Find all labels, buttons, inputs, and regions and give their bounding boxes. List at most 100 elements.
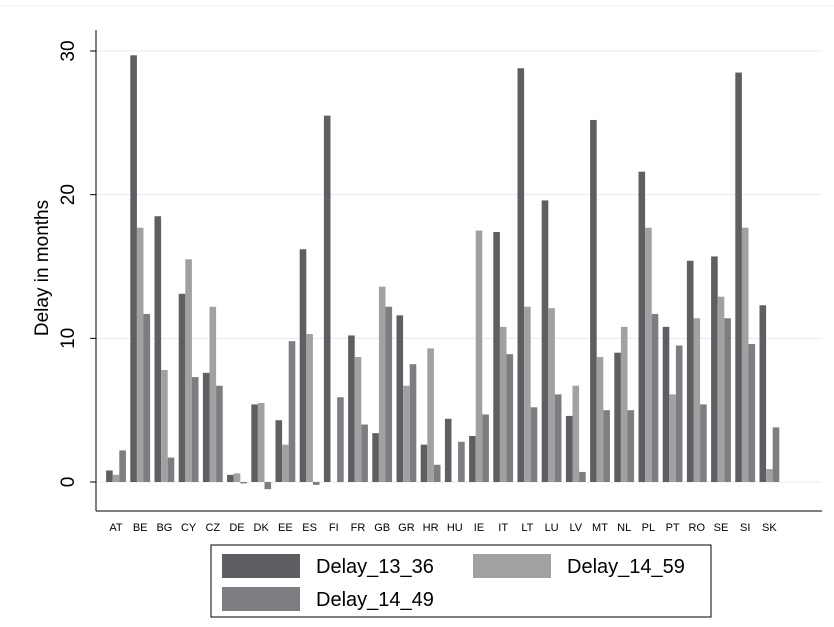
bar-delay-14-59 — [524, 306, 531, 482]
bar-delay-14-59 — [185, 259, 192, 482]
bar-delay-13-36 — [348, 335, 355, 482]
bar-delay-14-59 — [354, 357, 362, 482]
x-tick-label: HR — [423, 522, 439, 534]
bar-delay-13-36 — [106, 470, 113, 482]
x-tick-label: CY — [181, 522, 197, 534]
legend-swatch — [222, 587, 300, 611]
x-tick-label: GB — [374, 522, 390, 534]
x-tick-label: NL — [617, 522, 631, 534]
bar-delay-14-59 — [403, 385, 410, 482]
bar-delay-14-49 — [119, 450, 126, 482]
bar-delay-14-59 — [741, 227, 749, 482]
bar-delay-14-49 — [772, 427, 780, 482]
bar-delay-14-49 — [409, 364, 417, 482]
x-tick-label: FI — [329, 522, 339, 534]
bar-delay-14-59 — [233, 473, 241, 482]
bar-delay-14-59 — [209, 306, 217, 482]
legend-label: Delay_14_59 — [567, 556, 685, 578]
x-tick-label: DK — [254, 522, 270, 534]
bar-delay-14-59 — [766, 469, 773, 482]
x-tick-label: LT — [521, 522, 533, 534]
bar-delay-13-36 — [444, 418, 452, 482]
bar-delay-14-49 — [458, 441, 465, 482]
bar-delay-14-49 — [554, 394, 562, 482]
bar-delay-13-36 — [469, 436, 476, 482]
bar-delay-14-49 — [143, 313, 151, 482]
bar-delay-13-36 — [202, 372, 210, 482]
bar-layer — [106, 55, 780, 490]
y-tick-label: 0 — [58, 477, 79, 488]
bar-delay-13-36 — [130, 55, 137, 483]
x-tick-label: CZ — [205, 522, 220, 534]
x-tick-label: SK — [762, 522, 777, 534]
bar-delay-13-36 — [251, 404, 258, 482]
x-tick-label: IE — [474, 522, 484, 534]
bar-delay-14-49 — [433, 464, 441, 482]
x-tick-label: IT — [498, 522, 508, 534]
bar-delay-14-49 — [312, 482, 320, 485]
bar-delay-14-59 — [620, 326, 628, 482]
x-tick-label: HU — [447, 522, 463, 534]
bar-delay-13-36 — [614, 352, 621, 482]
x-tick-label: GR — [398, 522, 415, 534]
x-tick-label: EE — [278, 522, 293, 534]
bar-delay-14-59 — [161, 369, 168, 482]
bar-delay-14-49 — [724, 318, 731, 482]
x-tick-label: PT — [666, 522, 680, 534]
x-tick-label: LU — [545, 522, 559, 534]
bar-delay-14-59 — [112, 474, 120, 482]
bar-delay-13-36 — [372, 433, 379, 482]
bar-delay-13-36 — [299, 249, 307, 482]
x-tick-label: MT — [592, 522, 608, 534]
x-tick-label: ES — [302, 522, 317, 534]
bar-delay-14-59 — [645, 227, 652, 482]
bar-delay-13-36 — [493, 232, 500, 482]
bar-delay-13-36 — [420, 444, 428, 482]
bar-delay-14-59 — [572, 385, 580, 482]
bar-delay-14-59 — [427, 348, 434, 482]
bar-delay-13-36 — [759, 305, 767, 482]
bar-delay-14-49 — [361, 424, 368, 482]
bar-delay-14-59 — [136, 227, 144, 482]
bar-delay-14-49 — [264, 482, 272, 490]
bar-delay-14-49 — [748, 344, 756, 482]
bar-delay-14-49 — [216, 385, 223, 482]
y-tick-label: 10 — [58, 328, 79, 349]
x-tick-label: BG — [156, 522, 172, 534]
bar-delay-14-59 — [548, 308, 555, 482]
bar-delay-13-36 — [686, 260, 694, 482]
bar-delay-14-59 — [475, 230, 483, 482]
bar-delay-13-36 — [711, 256, 718, 482]
bar-delay-14-59 — [378, 286, 386, 482]
bar-delay-13-36 — [565, 415, 573, 482]
bar-delay-13-36 — [178, 293, 186, 482]
bar-delay-14-49 — [240, 482, 247, 484]
legend-label: Delay_14_49 — [316, 589, 434, 611]
legend-swatch — [473, 554, 551, 578]
bar-delay-14-49 — [385, 306, 393, 482]
bar-delay-13-36 — [275, 420, 283, 482]
bar-delay-14-49 — [167, 457, 175, 482]
bar-delay-14-49 — [603, 410, 610, 482]
bar-delay-13-36 — [227, 474, 234, 482]
bar-delay-14-59 — [669, 394, 676, 482]
axis-layer: 0 10 20 30 AT BE BG CY CZ DE DK EE ES FI FR GB GR HR HU IE I… — [58, 30, 822, 534]
bar-delay-14-49 — [530, 407, 538, 482]
y-tick-label: 30 — [58, 40, 79, 61]
x-tick-label: FR — [351, 522, 366, 534]
legend-swatch — [222, 554, 300, 578]
x-tick-label: SE — [714, 522, 729, 534]
x-tick-label: RO — [689, 522, 706, 534]
bar-delay-13-36 — [541, 200, 549, 482]
bar-delay-13-36 — [323, 115, 331, 483]
y-axis-label: Delay in months — [32, 200, 53, 336]
bar-delay-14-49 — [288, 341, 296, 482]
bar-delay-13-36 — [154, 216, 162, 482]
x-tick-label: SI — [740, 522, 750, 534]
bar-delay-13-36 — [517, 68, 525, 483]
bar-delay-14-49 — [675, 345, 683, 482]
bar-delay-14-59 — [717, 296, 725, 482]
bar-delay-14-49 — [579, 471, 586, 482]
